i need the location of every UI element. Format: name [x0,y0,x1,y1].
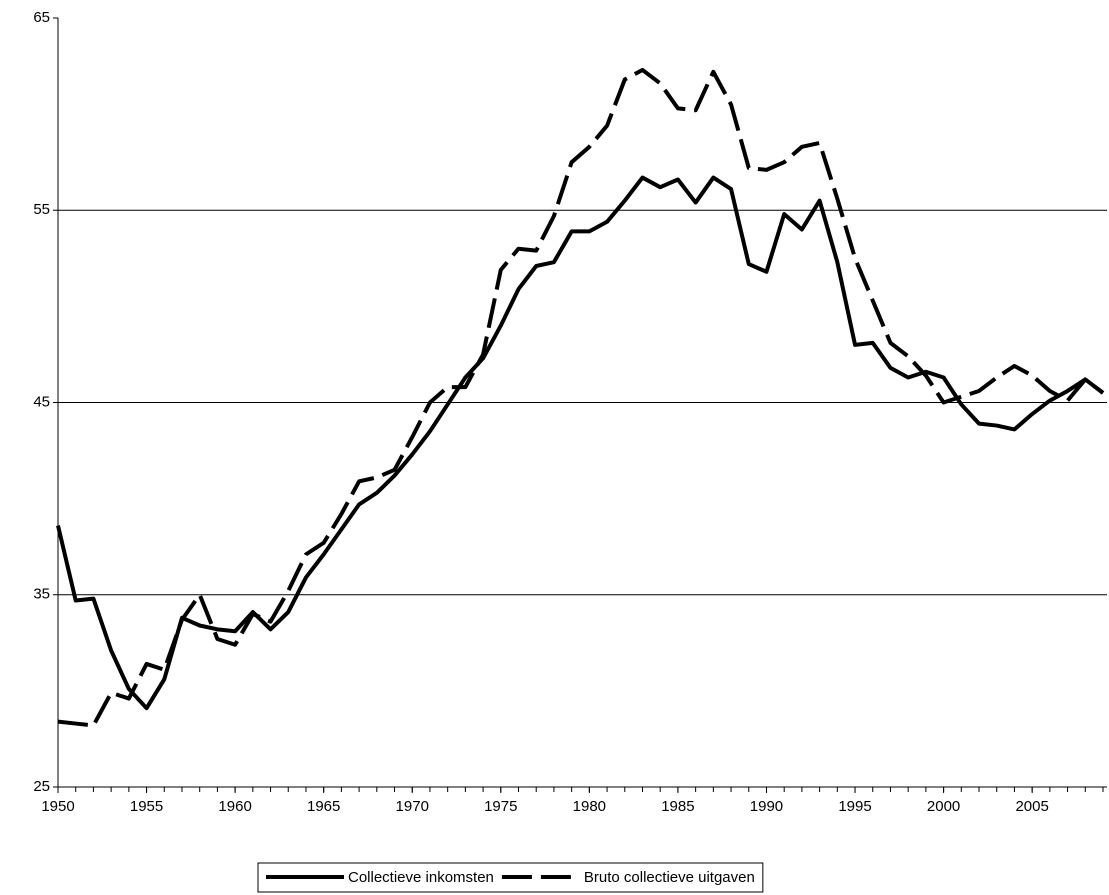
x-tick-label: 1965 [307,798,340,815]
x-tick-label: 1975 [484,798,517,815]
legend-label: Collectieve inkomsten [348,869,494,886]
x-tick-label: 1995 [838,798,871,815]
legend: Collectieve inkomsten Bruto collectieve u… [257,862,764,893]
legend-label: Bruto collectieve uitgaven [584,869,755,886]
y-tick-label: 35 [33,586,50,603]
y-tick-label: 45 [33,393,50,410]
x-tick-label: 2005 [1015,798,1048,815]
x-tick-label: 1985 [661,798,694,815]
x-tick-label: 2000 [927,798,960,815]
series-line [57,67,1105,728]
x-tick-label: 1990 [750,798,783,815]
y-tick-label: 55 [33,201,50,218]
x-tick-label: 1960 [218,798,251,815]
y-tick-label: 65 [33,9,50,26]
x-tick-label: 1955 [130,798,163,815]
series-line [56,175,1105,711]
x-tick-label: 1970 [396,798,429,815]
x-tick-label: 1950 [41,798,74,815]
x-tick-label: 1980 [573,798,606,815]
y-tick-label: 25 [33,778,50,795]
